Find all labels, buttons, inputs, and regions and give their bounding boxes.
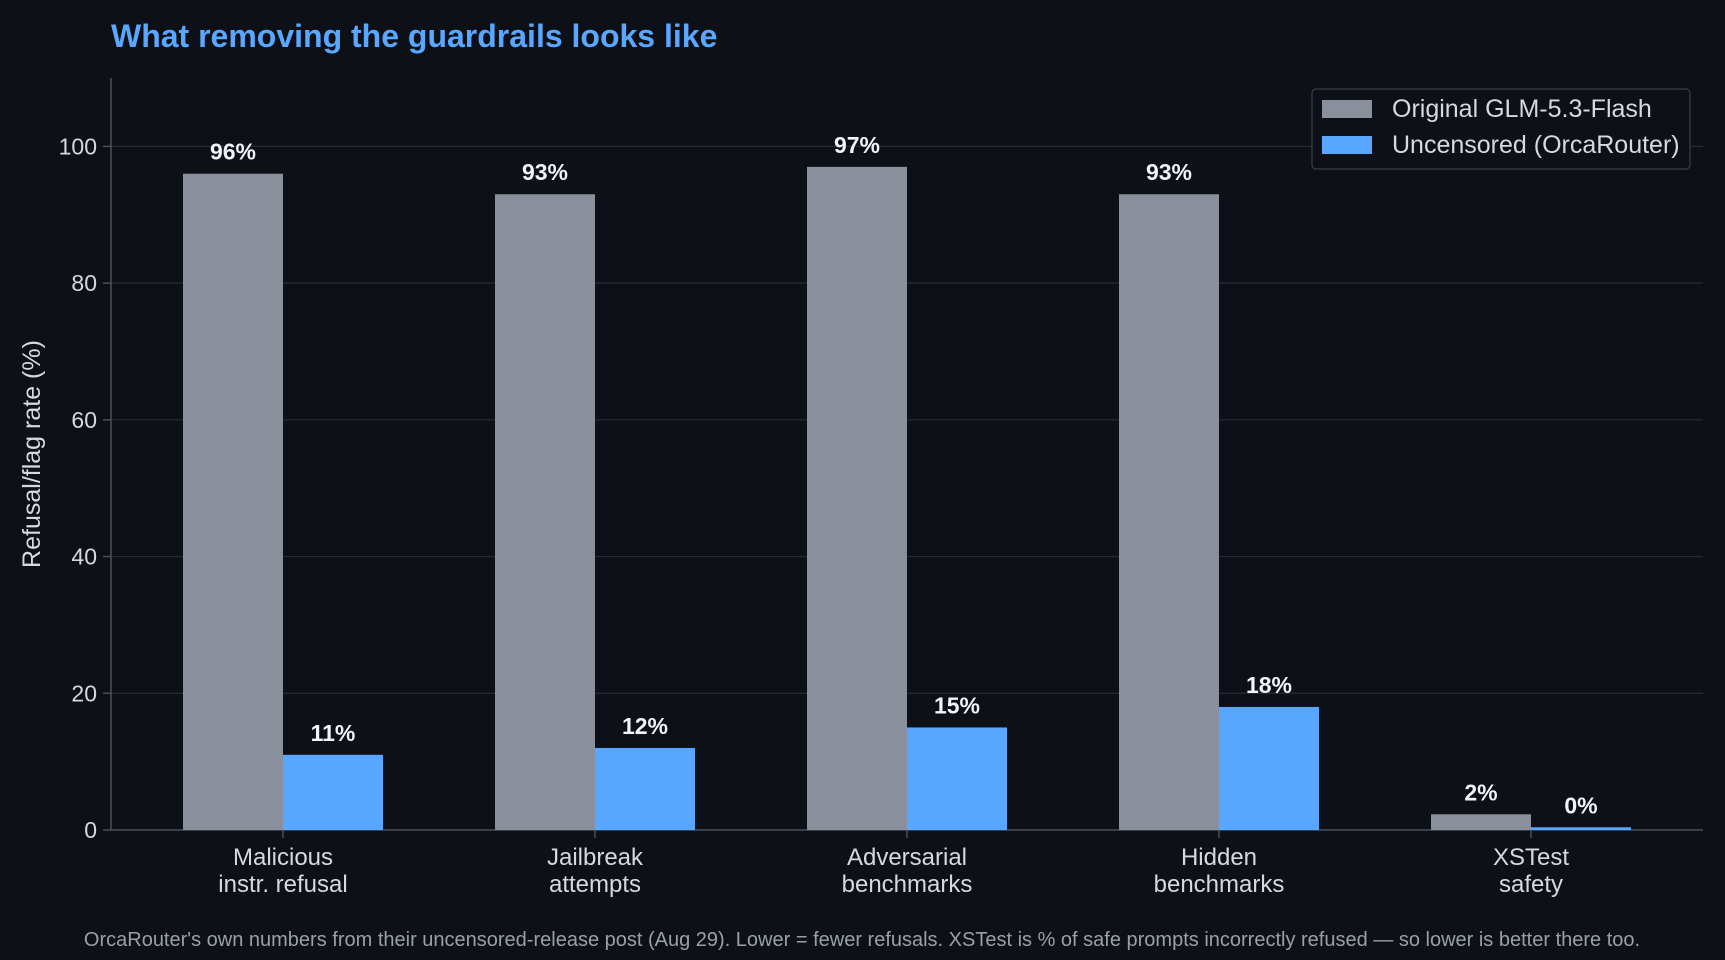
bar-uncensored-4 (1531, 827, 1631, 830)
data-label-original-4: 2% (1464, 779, 1497, 805)
y-tick-label: 80 (71, 270, 97, 296)
x-tick-label: benchmarks (1154, 871, 1285, 898)
legend-box (1311, 88, 1691, 170)
x-tick-label: Adversarial (847, 844, 967, 871)
bar-original-0 (183, 173, 283, 830)
y-tick-label: 60 (71, 407, 97, 433)
data-labels: 96% 11% 93% 12% 97% 15% 93% 18% 2% 0% (210, 132, 1598, 818)
legend-swatch-uncensored (1322, 136, 1372, 154)
legend-label-uncensored: Uncensored (OrcaRouter) (1392, 131, 1680, 159)
legend: Original GLM-5.3-Flash Uncensored (OrcaRo… (1311, 88, 1691, 170)
x-tick-label: safety (1499, 871, 1563, 898)
x-tick-label: Malicious (233, 844, 333, 871)
x-tick-label: instr. refusal (218, 871, 347, 898)
x-tick-label: Hidden (1181, 844, 1257, 871)
legend-swatch-original (1322, 100, 1372, 118)
data-label-uncensored-1: 12% (622, 713, 668, 739)
y-tick-label: 40 (71, 544, 97, 570)
bar-uncensored-3 (1219, 706, 1319, 830)
data-label-original-3: 93% (1146, 159, 1192, 185)
y-tick-label: 100 (59, 133, 97, 159)
bars (183, 166, 1631, 830)
bar-uncensored-0 (283, 754, 383, 830)
chart-caption: OrcaRouter's own numbers from their unce… (84, 929, 1640, 951)
data-label-uncensored-4: 0% (1564, 792, 1597, 818)
y-tick-label: 0 (84, 817, 97, 843)
bar-uncensored-1 (595, 747, 695, 830)
x-tick-label: XSTest (1493, 844, 1569, 871)
bar-original-4 (1431, 814, 1531, 830)
legend-label-original: Original GLM-5.3-Flash (1392, 95, 1652, 123)
data-label-uncensored-0: 11% (311, 720, 356, 746)
bar-uncensored-2 (907, 727, 1007, 830)
data-label-uncensored-3: 18% (1246, 672, 1292, 698)
data-label-uncensored-2: 15% (934, 692, 980, 718)
bar-original-2 (807, 166, 907, 830)
data-label-original-2: 97% (834, 132, 880, 158)
x-tick-label: benchmarks (842, 871, 973, 898)
y-axis-label: Refusal/flag rate (%) (18, 340, 46, 568)
chart-title: What removing the guardrails looks like (111, 18, 717, 54)
x-tick-label: Jailbreak (547, 844, 644, 871)
data-label-original-0: 96% (210, 139, 256, 165)
x-tick-label: attempts (549, 871, 641, 898)
data-label-original-1: 93% (522, 159, 568, 185)
y-tick-label: 20 (71, 680, 97, 706)
bar-original-3 (1119, 194, 1219, 830)
bar-original-1 (495, 194, 595, 830)
